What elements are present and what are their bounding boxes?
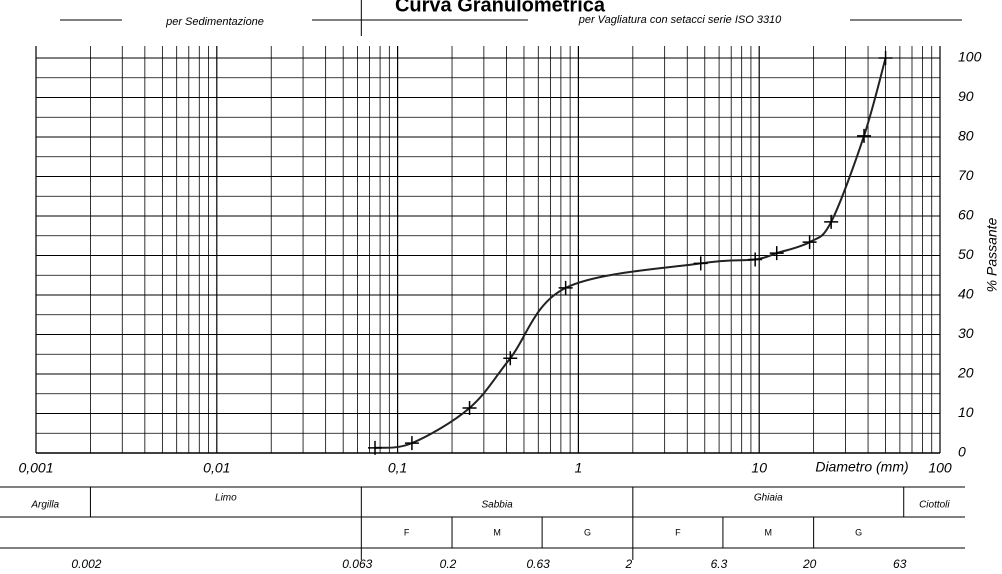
y-tick-label: 20: [957, 365, 974, 381]
subfraction-name: G: [855, 527, 862, 537]
fraction-name: Limo: [215, 493, 237, 504]
boundary-label: 0.63: [526, 557, 550, 571]
y-tick-label: 0: [958, 444, 966, 460]
x-tick-label: 1: [575, 460, 583, 476]
point-marker: [878, 51, 893, 65]
subfraction-name: G: [584, 527, 591, 537]
boundary-label: 20: [802, 557, 817, 571]
y-tick-label: 70: [958, 167, 974, 183]
y-tick-label: 40: [958, 286, 974, 302]
point-marker: [824, 214, 839, 229]
y-tick-label: 90: [958, 88, 974, 104]
x-axis-label: Diametro (mm): [815, 459, 908, 475]
boundary-label: 2: [624, 557, 632, 571]
point-marker: [748, 252, 763, 267]
point-marker: [802, 235, 817, 250]
boundary-label: 6.3: [711, 557, 728, 571]
boundary-label: 0.2: [440, 557, 457, 571]
point-marker: [857, 128, 872, 143]
boundary-label: 0.002: [71, 557, 101, 571]
x-tick-label: 0,001: [18, 460, 53, 476]
y-tick-label: 10: [958, 404, 974, 420]
fraction-name: Ghiaia: [754, 493, 783, 504]
subfraction-name: F: [675, 527, 681, 537]
subfraction-name: M: [765, 527, 773, 537]
y-tick-label: 80: [958, 128, 974, 144]
subtitle-left: per Sedimentazione: [165, 16, 264, 28]
point-marker: [769, 246, 784, 261]
point-marker: [503, 351, 518, 366]
y-tick-label: 30: [958, 325, 974, 341]
point-marker: [558, 280, 573, 295]
y-axis-label: % Passante: [984, 217, 1000, 292]
chart-title: Curva Granulometrica: [395, 0, 606, 16]
subfraction-name: F: [404, 527, 410, 537]
subfraction-name: M: [493, 527, 501, 537]
x-tick-label: 0,01: [203, 460, 230, 476]
x-tick-label: 100: [928, 460, 952, 476]
point-marker: [404, 436, 419, 451]
point-marker: [693, 256, 708, 271]
point-marker: [462, 400, 477, 415]
boundary-label: 0.063: [342, 557, 372, 571]
boundary-label: 63: [893, 557, 907, 571]
y-tick-label: 60: [958, 207, 974, 223]
x-tick-label: 10: [751, 460, 767, 476]
subtitle-right: per Vagliatura con setacci serie ISO 331…: [578, 14, 782, 26]
fraction-name: Ciottoli: [919, 500, 950, 511]
y-tick-label: 100: [958, 49, 982, 65]
grading-curve: [374, 57, 887, 449]
x-tick-label: 0,1: [388, 460, 407, 476]
fraction-name: Argilla: [30, 500, 59, 511]
point-marker: [368, 440, 383, 455]
fraction-name: Sabbia: [482, 500, 514, 511]
y-tick-label: 50: [958, 246, 974, 262]
